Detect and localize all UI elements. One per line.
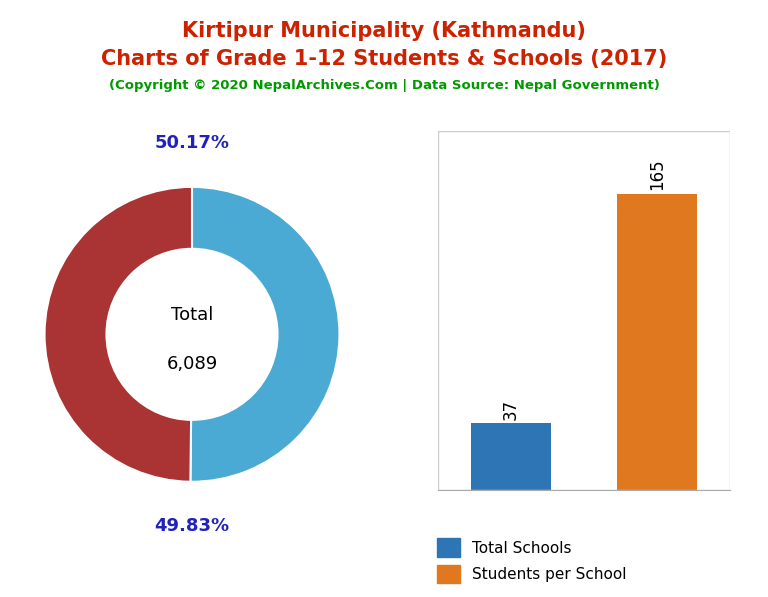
Text: Kirtipur Municipality (Kathmandu): Kirtipur Municipality (Kathmandu) bbox=[182, 21, 586, 41]
Text: (Copyright © 2020 NepalArchives.Com | Data Source: Nepal Government): (Copyright © 2020 NepalArchives.Com | Da… bbox=[108, 79, 660, 92]
Text: 49.83%: 49.83% bbox=[154, 517, 230, 535]
Text: 165: 165 bbox=[647, 159, 666, 190]
Text: Total: Total bbox=[170, 306, 214, 324]
Bar bbox=[617, 194, 697, 490]
Text: 37: 37 bbox=[502, 399, 520, 420]
Bar bbox=[438, 131, 730, 490]
Wedge shape bbox=[45, 187, 192, 482]
Wedge shape bbox=[190, 187, 339, 482]
Text: 6,089: 6,089 bbox=[167, 355, 217, 373]
Legend: Total Schools, Students per School: Total Schools, Students per School bbox=[431, 532, 633, 589]
Text: 50.17%: 50.17% bbox=[154, 134, 230, 152]
Bar bbox=[471, 423, 551, 490]
Text: Charts of Grade 1-12 Students & Schools (2017): Charts of Grade 1-12 Students & Schools … bbox=[101, 49, 667, 69]
